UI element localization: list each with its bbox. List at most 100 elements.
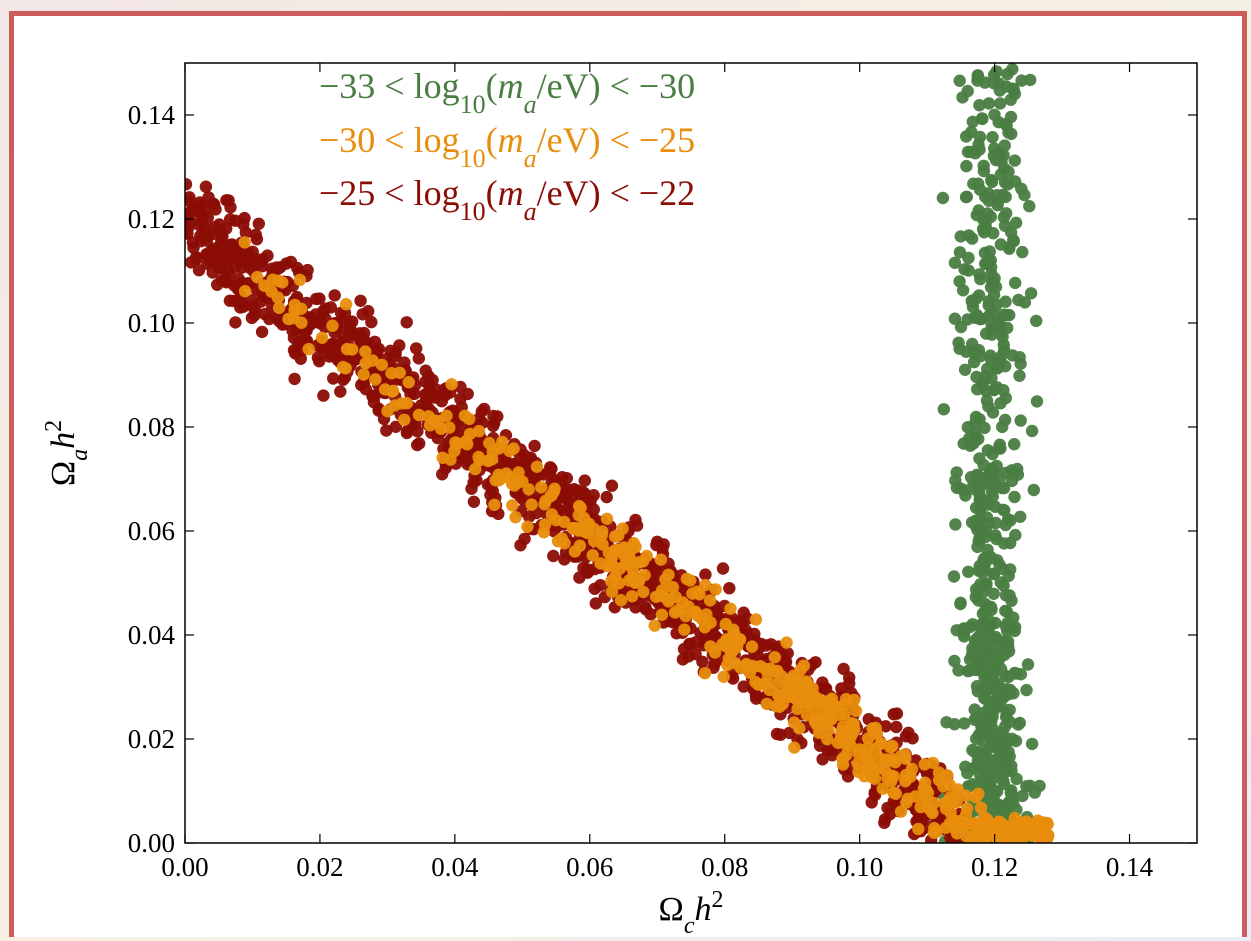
point bbox=[997, 211, 1011, 224]
point bbox=[1016, 245, 1029, 259]
point bbox=[886, 739, 899, 753]
point bbox=[965, 516, 979, 529]
y-axis-label: Ωah2 bbox=[41, 420, 93, 486]
point bbox=[986, 730, 999, 743]
y-tick-label: 0.12 bbox=[128, 204, 175, 234]
point bbox=[293, 273, 307, 287]
point bbox=[978, 692, 991, 705]
point bbox=[977, 164, 991, 178]
point bbox=[1003, 308, 1016, 322]
point bbox=[999, 589, 1013, 602]
point bbox=[956, 284, 970, 297]
point bbox=[398, 413, 411, 426]
point bbox=[781, 647, 794, 660]
point bbox=[977, 761, 990, 775]
point bbox=[249, 252, 263, 266]
point bbox=[1025, 424, 1039, 438]
point bbox=[1004, 226, 1018, 239]
point bbox=[683, 637, 697, 651]
point bbox=[234, 301, 247, 314]
point bbox=[961, 313, 974, 326]
point bbox=[669, 590, 682, 604]
point bbox=[984, 600, 998, 614]
point bbox=[981, 619, 994, 633]
point bbox=[530, 460, 544, 473]
series-0-points bbox=[936, 63, 1046, 843]
point bbox=[973, 183, 987, 196]
point bbox=[625, 590, 639, 603]
point bbox=[972, 204, 985, 217]
point bbox=[581, 563, 594, 576]
point bbox=[966, 743, 979, 757]
point bbox=[423, 379, 436, 392]
point bbox=[1002, 797, 1015, 810]
point bbox=[996, 420, 1009, 434]
point bbox=[962, 780, 975, 793]
point bbox=[324, 301, 337, 314]
point bbox=[545, 508, 559, 521]
point bbox=[1005, 764, 1018, 778]
point bbox=[301, 263, 314, 277]
point bbox=[194, 235, 207, 248]
point bbox=[969, 430, 982, 443]
point bbox=[994, 238, 1007, 251]
point bbox=[328, 289, 341, 302]
point bbox=[239, 226, 252, 239]
point bbox=[790, 676, 803, 689]
point bbox=[986, 406, 1000, 419]
point bbox=[960, 159, 973, 173]
point bbox=[750, 692, 763, 705]
x-tick-label: 0.02 bbox=[296, 852, 343, 882]
point bbox=[354, 294, 367, 307]
point bbox=[521, 520, 534, 533]
point bbox=[693, 588, 706, 601]
point bbox=[836, 758, 850, 771]
point bbox=[1005, 127, 1018, 141]
point bbox=[252, 217, 265, 230]
point bbox=[749, 613, 763, 626]
point bbox=[998, 820, 1011, 833]
point bbox=[985, 261, 998, 274]
point bbox=[271, 274, 285, 287]
point bbox=[1003, 715, 1016, 728]
point bbox=[467, 495, 481, 508]
point bbox=[484, 488, 497, 502]
point bbox=[948, 312, 962, 325]
point bbox=[1013, 369, 1026, 382]
point bbox=[573, 539, 587, 552]
point bbox=[655, 608, 669, 621]
x-tick-label: 0.08 bbox=[701, 852, 748, 882]
point bbox=[362, 305, 375, 318]
point bbox=[813, 726, 826, 739]
point bbox=[573, 499, 586, 513]
point bbox=[709, 583, 722, 596]
x-tick-label: 0.10 bbox=[836, 852, 883, 882]
point bbox=[385, 367, 398, 380]
point bbox=[535, 481, 548, 494]
point bbox=[987, 307, 1000, 320]
point bbox=[1002, 569, 1015, 583]
point bbox=[369, 373, 382, 386]
point bbox=[612, 529, 625, 542]
point bbox=[979, 220, 992, 234]
point bbox=[1001, 178, 1015, 191]
point bbox=[572, 509, 585, 522]
point bbox=[614, 594, 628, 607]
point bbox=[958, 717, 971, 730]
point bbox=[974, 578, 987, 591]
point bbox=[874, 737, 888, 750]
point bbox=[629, 540, 642, 554]
point bbox=[444, 453, 457, 466]
point bbox=[737, 680, 750, 693]
point bbox=[594, 579, 607, 592]
point bbox=[840, 748, 853, 762]
point bbox=[986, 131, 999, 144]
point bbox=[327, 372, 340, 385]
point bbox=[948, 718, 961, 731]
point bbox=[716, 562, 730, 575]
point bbox=[987, 149, 1001, 163]
point bbox=[952, 336, 965, 349]
point bbox=[997, 774, 1010, 787]
point bbox=[799, 691, 812, 704]
point bbox=[487, 419, 500, 433]
